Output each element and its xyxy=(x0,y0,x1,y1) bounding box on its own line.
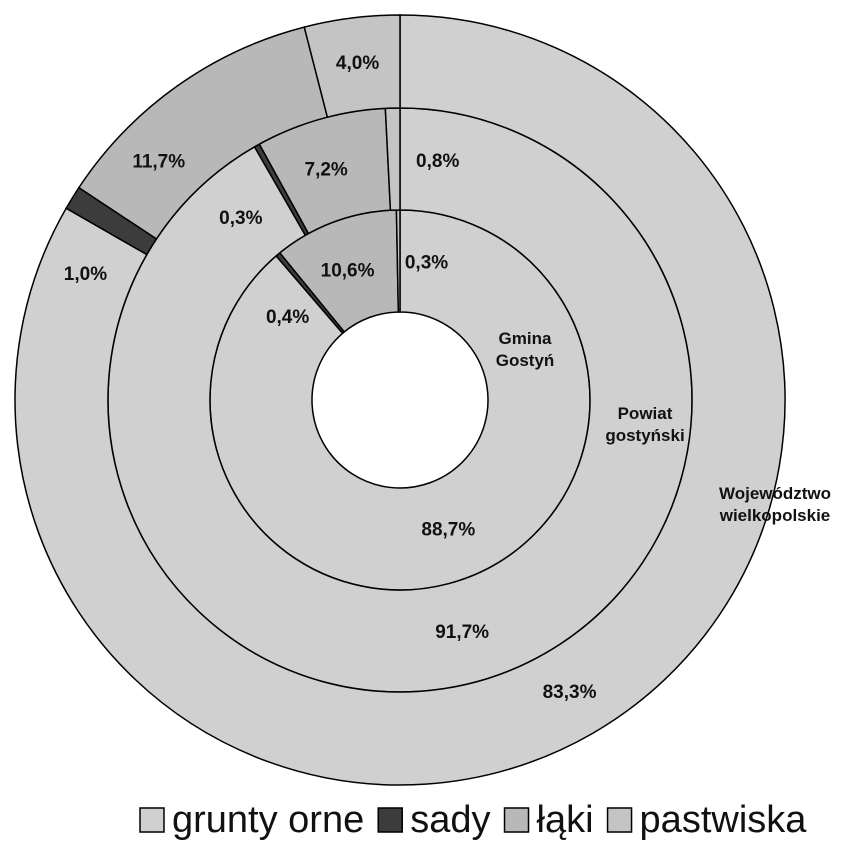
data-label: 91,7% xyxy=(435,622,489,643)
data-label: 0,4% xyxy=(266,307,309,328)
legend-swatch xyxy=(377,807,403,833)
legend-label: sady xyxy=(410,799,490,841)
legend-swatch xyxy=(503,807,530,833)
data-label: 88,7% xyxy=(421,519,475,540)
ring-label: Gmina Gostyń xyxy=(496,329,555,370)
ring-label: Powiat gostyński xyxy=(605,404,684,445)
data-label: 83,3% xyxy=(543,682,597,703)
donut-slice xyxy=(303,14,401,119)
data-label: 11,7% xyxy=(132,152,185,173)
data-label: 10,6% xyxy=(321,260,375,281)
donut-slice xyxy=(14,14,786,786)
data-label: 0,3% xyxy=(405,253,448,274)
data-label: 0,8% xyxy=(416,151,459,172)
data-label: 0,3% xyxy=(219,208,262,229)
legend-label: pastwiska xyxy=(640,799,808,841)
data-label: 4,0% xyxy=(336,53,379,74)
legend-swatch xyxy=(139,807,165,833)
ring-label: Województwo wielkopolskie xyxy=(719,484,831,525)
data-label: 1,0% xyxy=(64,264,107,285)
legend-label: grunty orne xyxy=(172,799,364,841)
data-label: 7,2% xyxy=(305,160,348,181)
legend-label: łąki xyxy=(537,799,594,841)
legend-swatch xyxy=(606,807,633,833)
